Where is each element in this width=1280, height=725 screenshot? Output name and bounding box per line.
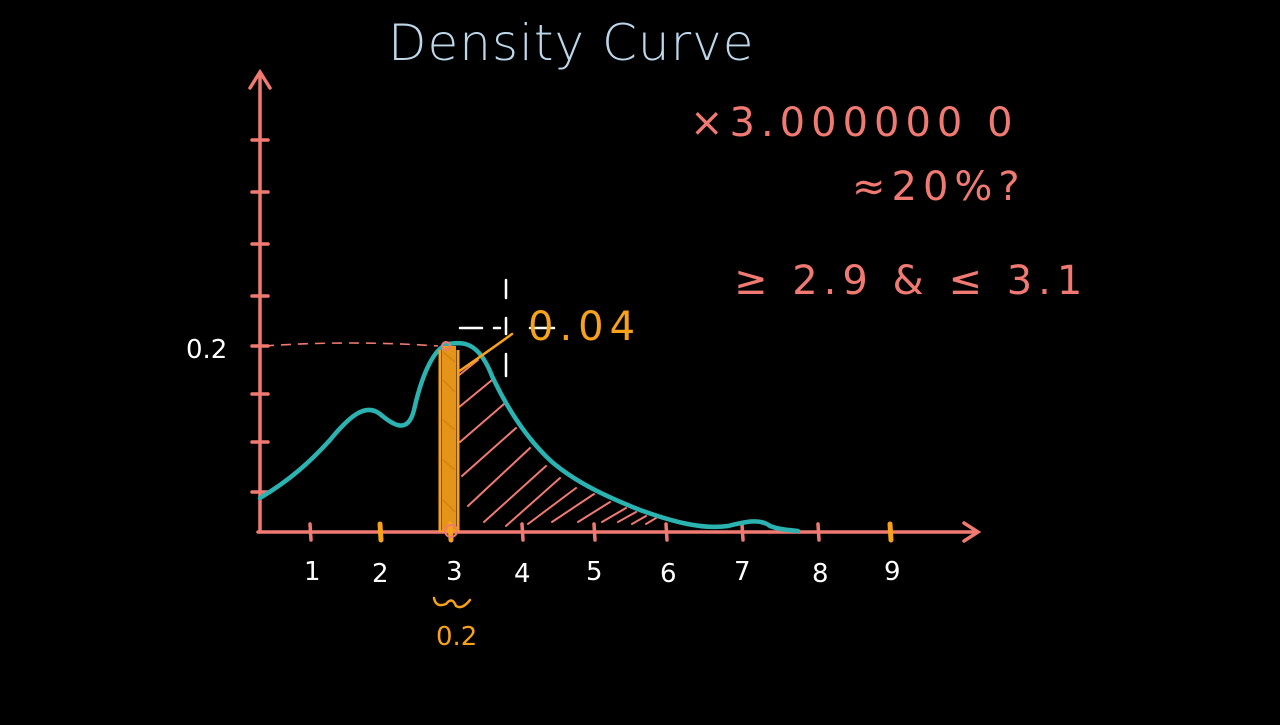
shaded-area-hatching bbox=[457, 359, 657, 527]
x-axis-tick-label: 2 bbox=[372, 559, 389, 589]
density-curve bbox=[257, 340, 801, 534]
y-marker-dashed-line bbox=[263, 342, 439, 347]
x-axis-tick-label: 1 bbox=[304, 557, 321, 587]
x-axis-tick bbox=[887, 521, 894, 543]
x-axis bbox=[256, 521, 982, 543]
x-axis-tick-label: 3 bbox=[446, 557, 463, 587]
target-value-note: ×3.000000 0 bbox=[690, 100, 1019, 146]
x-axis-tick-label: 8 bbox=[812, 559, 829, 589]
area-value-label: 0.04 bbox=[528, 304, 641, 350]
y-axis-ticks bbox=[250, 138, 270, 494]
x-axis-tick-label: 7 bbox=[734, 557, 751, 587]
width-brace bbox=[432, 596, 472, 609]
x-axis-tick bbox=[664, 522, 669, 542]
x-axis-tick bbox=[740, 522, 745, 542]
title: Density Curve bbox=[388, 14, 755, 72]
x-axis-tick-label: 6 bbox=[660, 559, 677, 589]
x-axis-tick-label: 9 bbox=[884, 557, 901, 587]
y-axis bbox=[248, 68, 272, 534]
x-axis-tick-label: 4 bbox=[514, 559, 531, 589]
x-axis-tick bbox=[520, 522, 525, 542]
approx-percent-note: ≈20%? bbox=[852, 164, 1026, 210]
x-axis-tick bbox=[816, 522, 821, 542]
x-axis-tick bbox=[592, 522, 597, 542]
x-axis-tick-labels: 1 2 3 4 5 6 7 8 9 bbox=[304, 557, 901, 589]
interval-note: ≥ 2.9 & ≤ 3.1 bbox=[734, 258, 1088, 304]
crosshair-cursor-icon bbox=[458, 278, 556, 378]
area-pointer-line bbox=[456, 332, 514, 374]
x-axis-tick bbox=[308, 522, 313, 542]
x-axis-tick bbox=[377, 521, 384, 543]
width-value-label: 0.2 bbox=[436, 622, 477, 652]
x-axis-tick-label: 5 bbox=[586, 557, 603, 587]
highlighted-strip bbox=[438, 341, 460, 538]
y-marker-label: 0.2 bbox=[186, 335, 227, 365]
